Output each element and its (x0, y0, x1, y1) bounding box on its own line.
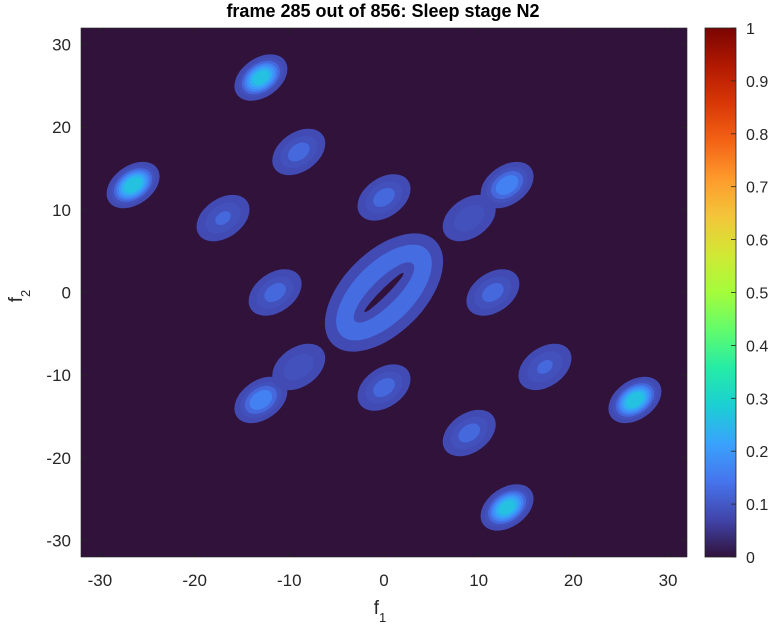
peak-feature (357, 174, 411, 221)
colorbar-tick-label: 0.7 (746, 180, 768, 197)
x-axis-label: f1 (374, 598, 387, 625)
y-tick-label: -10 (46, 366, 71, 385)
x-tick-label: -20 (182, 571, 207, 590)
colorbar: 0 0.1 0.2 0.3 0.4 0.5 0.6 0.7 0.8 0.9 1 (704, 21, 768, 567)
peak-feature (466, 269, 520, 316)
contour-level (454, 204, 485, 232)
contour-level (283, 353, 314, 381)
peak-feature (234, 54, 288, 101)
colorbar-tick-label: 0.1 (746, 497, 768, 514)
contour-level (495, 175, 519, 195)
y-tick-label: 20 (52, 118, 71, 137)
contour-level (537, 360, 553, 374)
contour-level (482, 283, 504, 302)
peak-feature (480, 161, 534, 209)
ring-feature (324, 233, 444, 352)
peak-feature (608, 376, 662, 424)
colorbar-tick-label: 0.6 (746, 233, 768, 250)
x-axis-ticks: -30 -20 -10 0 10 20 30 (88, 28, 678, 590)
contour-level (264, 283, 286, 302)
y-axis-ticks: -30 -20 -10 0 10 20 30 (46, 36, 687, 550)
peak-feature (106, 161, 160, 209)
x-tick-label: 0 (379, 571, 388, 590)
peak-feature (272, 128, 326, 176)
y-tick-label: -30 (46, 531, 71, 550)
peak-feature (442, 194, 496, 242)
contour-level (249, 390, 273, 410)
x-tick-label: -10 (277, 571, 302, 590)
colorbar-tick-label: 1 (746, 21, 755, 38)
peak-feature (248, 269, 302, 316)
contour-level (625, 392, 644, 408)
x-tick-label: 20 (564, 571, 583, 590)
contour-level (252, 70, 270, 85)
colorbar-tick-label: 0.5 (746, 286, 768, 303)
contour-level (124, 177, 143, 193)
peak-feature (196, 194, 250, 242)
colorbar-tick-label: 0.3 (746, 391, 768, 408)
contour-layer (106, 54, 662, 531)
contour-level (373, 378, 395, 398)
colorbar-ticks: 0 0.1 0.2 0.3 0.4 0.5 0.6 0.7 0.8 0.9 1 (731, 21, 768, 567)
plot-area (80, 27, 688, 558)
y-axis-label: f2 (6, 290, 33, 303)
contour-level (373, 187, 395, 207)
x-tick-label: 10 (469, 571, 488, 590)
x-tick-label: 30 (659, 571, 678, 590)
colorbar-tick-label: 0 (746, 550, 755, 567)
colorbar-tick-label: 0.8 (746, 127, 768, 144)
colorbar-gradient (704, 27, 737, 558)
peak-feature (357, 364, 411, 411)
peak-feature (480, 484, 534, 531)
colorbar-tick-label: 0.9 (746, 74, 768, 91)
contour-level (498, 500, 516, 515)
peak-feature (518, 343, 572, 391)
y-tick-label: 10 (52, 201, 71, 220)
peak-feature (234, 376, 288, 424)
peak-feature (442, 409, 496, 457)
contour-level (287, 142, 310, 162)
contour-level (364, 272, 404, 313)
y-tick-label: 0 (62, 284, 71, 303)
y-tick-label: -20 (46, 449, 71, 468)
chart-title: frame 285 out of 856: Sleep stage N2 (226, 1, 539, 21)
x-tick-label: -30 (88, 571, 113, 590)
y-tick-label: 30 (52, 36, 71, 55)
colorbar-tick-label: 0.4 (746, 338, 768, 355)
peak-feature (272, 343, 326, 391)
contour-level (458, 423, 481, 443)
colorbar-tick-label: 0.2 (746, 444, 768, 461)
contour-level (215, 211, 231, 225)
